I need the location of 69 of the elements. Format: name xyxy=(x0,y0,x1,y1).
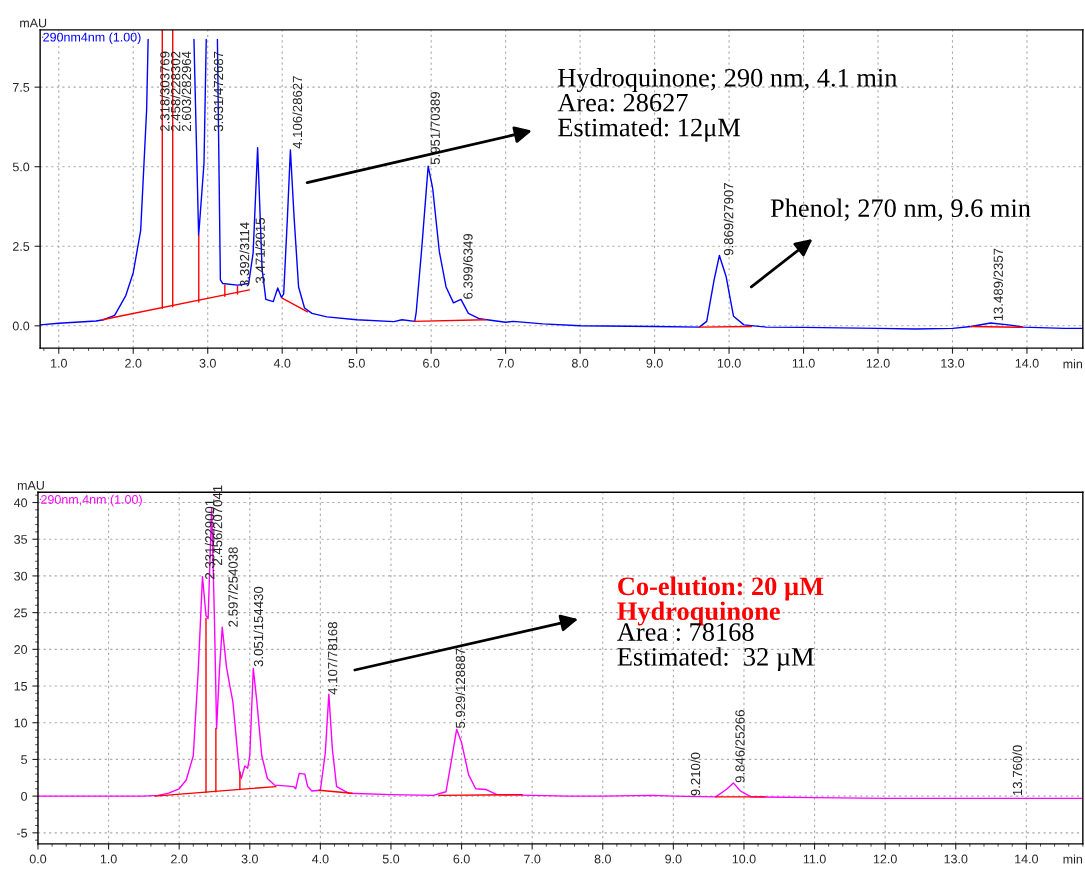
legend-label: 290nm4nm (1.00) xyxy=(43,32,141,45)
x-tick-label: 2.0 xyxy=(171,854,188,864)
annotation: 3.051/154430 xyxy=(253,586,264,667)
annotation: 4.106/28627 xyxy=(292,76,303,149)
x-tick-label: 9.0 xyxy=(665,854,682,864)
x-axis-title: min xyxy=(1063,359,1083,369)
x-tick-label: 11.0 xyxy=(792,358,815,368)
x-tick-label: 12.0 xyxy=(866,358,890,368)
legend-label: 290nm,4nm (1.00) xyxy=(41,494,142,507)
y-tick-label: 40 xyxy=(13,498,28,508)
annotation: 6.399/6349 xyxy=(462,233,473,299)
y-axis-title: mAU xyxy=(17,481,44,490)
x-tick-label: 7.0 xyxy=(524,854,541,864)
x-tick-label: 4.0 xyxy=(273,358,291,368)
x-tick-label: 3.0 xyxy=(241,854,258,864)
y-tick-label: 15 xyxy=(14,681,28,691)
annotation: Phenol; 270 nm, 9.6 min xyxy=(770,198,1031,221)
annotation: 13.760/0 xyxy=(1012,745,1023,796)
x-tick-label: 10.0 xyxy=(717,358,741,368)
annotation: 2.318/303769 xyxy=(159,51,170,132)
y-tick-label: 20 xyxy=(14,645,28,654)
y-axis-title: mAU xyxy=(20,18,47,28)
annotation: Hydroquinone; 290 nm, 4.1 min Area: 28627 Estimated: 12μM xyxy=(557,68,898,142)
annotation: 9.869/27907 xyxy=(723,183,734,256)
x-tick-label: 12.0 xyxy=(873,854,897,864)
x-tick-label: 0.0 xyxy=(29,854,47,864)
y-tick-label: 5.0 xyxy=(12,162,30,172)
y-tick-label: 30 xyxy=(14,571,28,581)
y-tick-label: 35 xyxy=(14,535,28,544)
annotation: 5.951/70389 xyxy=(430,92,440,165)
x-tick-label: 9.0 xyxy=(646,358,663,368)
annotation: 2.458/228302 xyxy=(170,51,181,132)
y-tick-label: 5 xyxy=(21,755,28,765)
y-tick-label: 25 xyxy=(14,608,28,618)
x-tick-label: 6.0 xyxy=(423,358,440,368)
annotation: 5.929/128887 xyxy=(455,648,466,729)
x-axis-title: min xyxy=(1063,854,1083,864)
x-tick-label: 14.0 xyxy=(1015,358,1039,368)
y-tick-label: 0 xyxy=(21,791,28,801)
annotation: 4.107/78168 xyxy=(327,622,338,695)
annotation: 2.597/254038 xyxy=(228,547,238,627)
y-tick-label: 7.5 xyxy=(12,83,30,92)
annotation: 3.392/3114 xyxy=(239,222,250,287)
annotation: 9.210/0 xyxy=(690,752,701,796)
x-tick-label: 13.0 xyxy=(941,358,965,368)
x-tick-label: 1.0 xyxy=(100,854,117,864)
annotation: 2.603/282964 xyxy=(181,51,192,132)
x-tick-label: 8.0 xyxy=(571,358,589,368)
x-tick-label: 1.0 xyxy=(51,358,67,368)
x-tick-label: 5.0 xyxy=(382,854,400,864)
x-tick-label: 8.0 xyxy=(594,854,611,864)
x-tick-label: 10.0 xyxy=(732,854,756,864)
x-tick-label: 6.0 xyxy=(453,854,470,864)
annotation: 3.471/2015 xyxy=(255,218,265,283)
x-tick-label: 14.0 xyxy=(1015,854,1039,864)
y-tick-label: 2.5 xyxy=(12,242,30,251)
annotation: 3.031/472687 xyxy=(213,51,224,132)
x-tick-label: 5.0 xyxy=(348,358,365,368)
y-tick-label: 0.0 xyxy=(12,321,30,331)
y-tick-label: 10 xyxy=(14,718,28,728)
x-tick-label: 4.0 xyxy=(311,854,329,864)
x-tick-label: 7.0 xyxy=(497,358,514,368)
x-tick-label: 13.0 xyxy=(944,854,968,864)
annotation: 13.489/2357 xyxy=(993,248,1003,321)
y-tick-label: -5 xyxy=(17,828,28,838)
annotation: 9.846/25266 xyxy=(734,710,745,783)
x-tick-label: 3.0 xyxy=(199,358,216,368)
x-tick-label: 2.0 xyxy=(125,358,142,368)
x-tick-label: 11.0 xyxy=(803,854,826,864)
